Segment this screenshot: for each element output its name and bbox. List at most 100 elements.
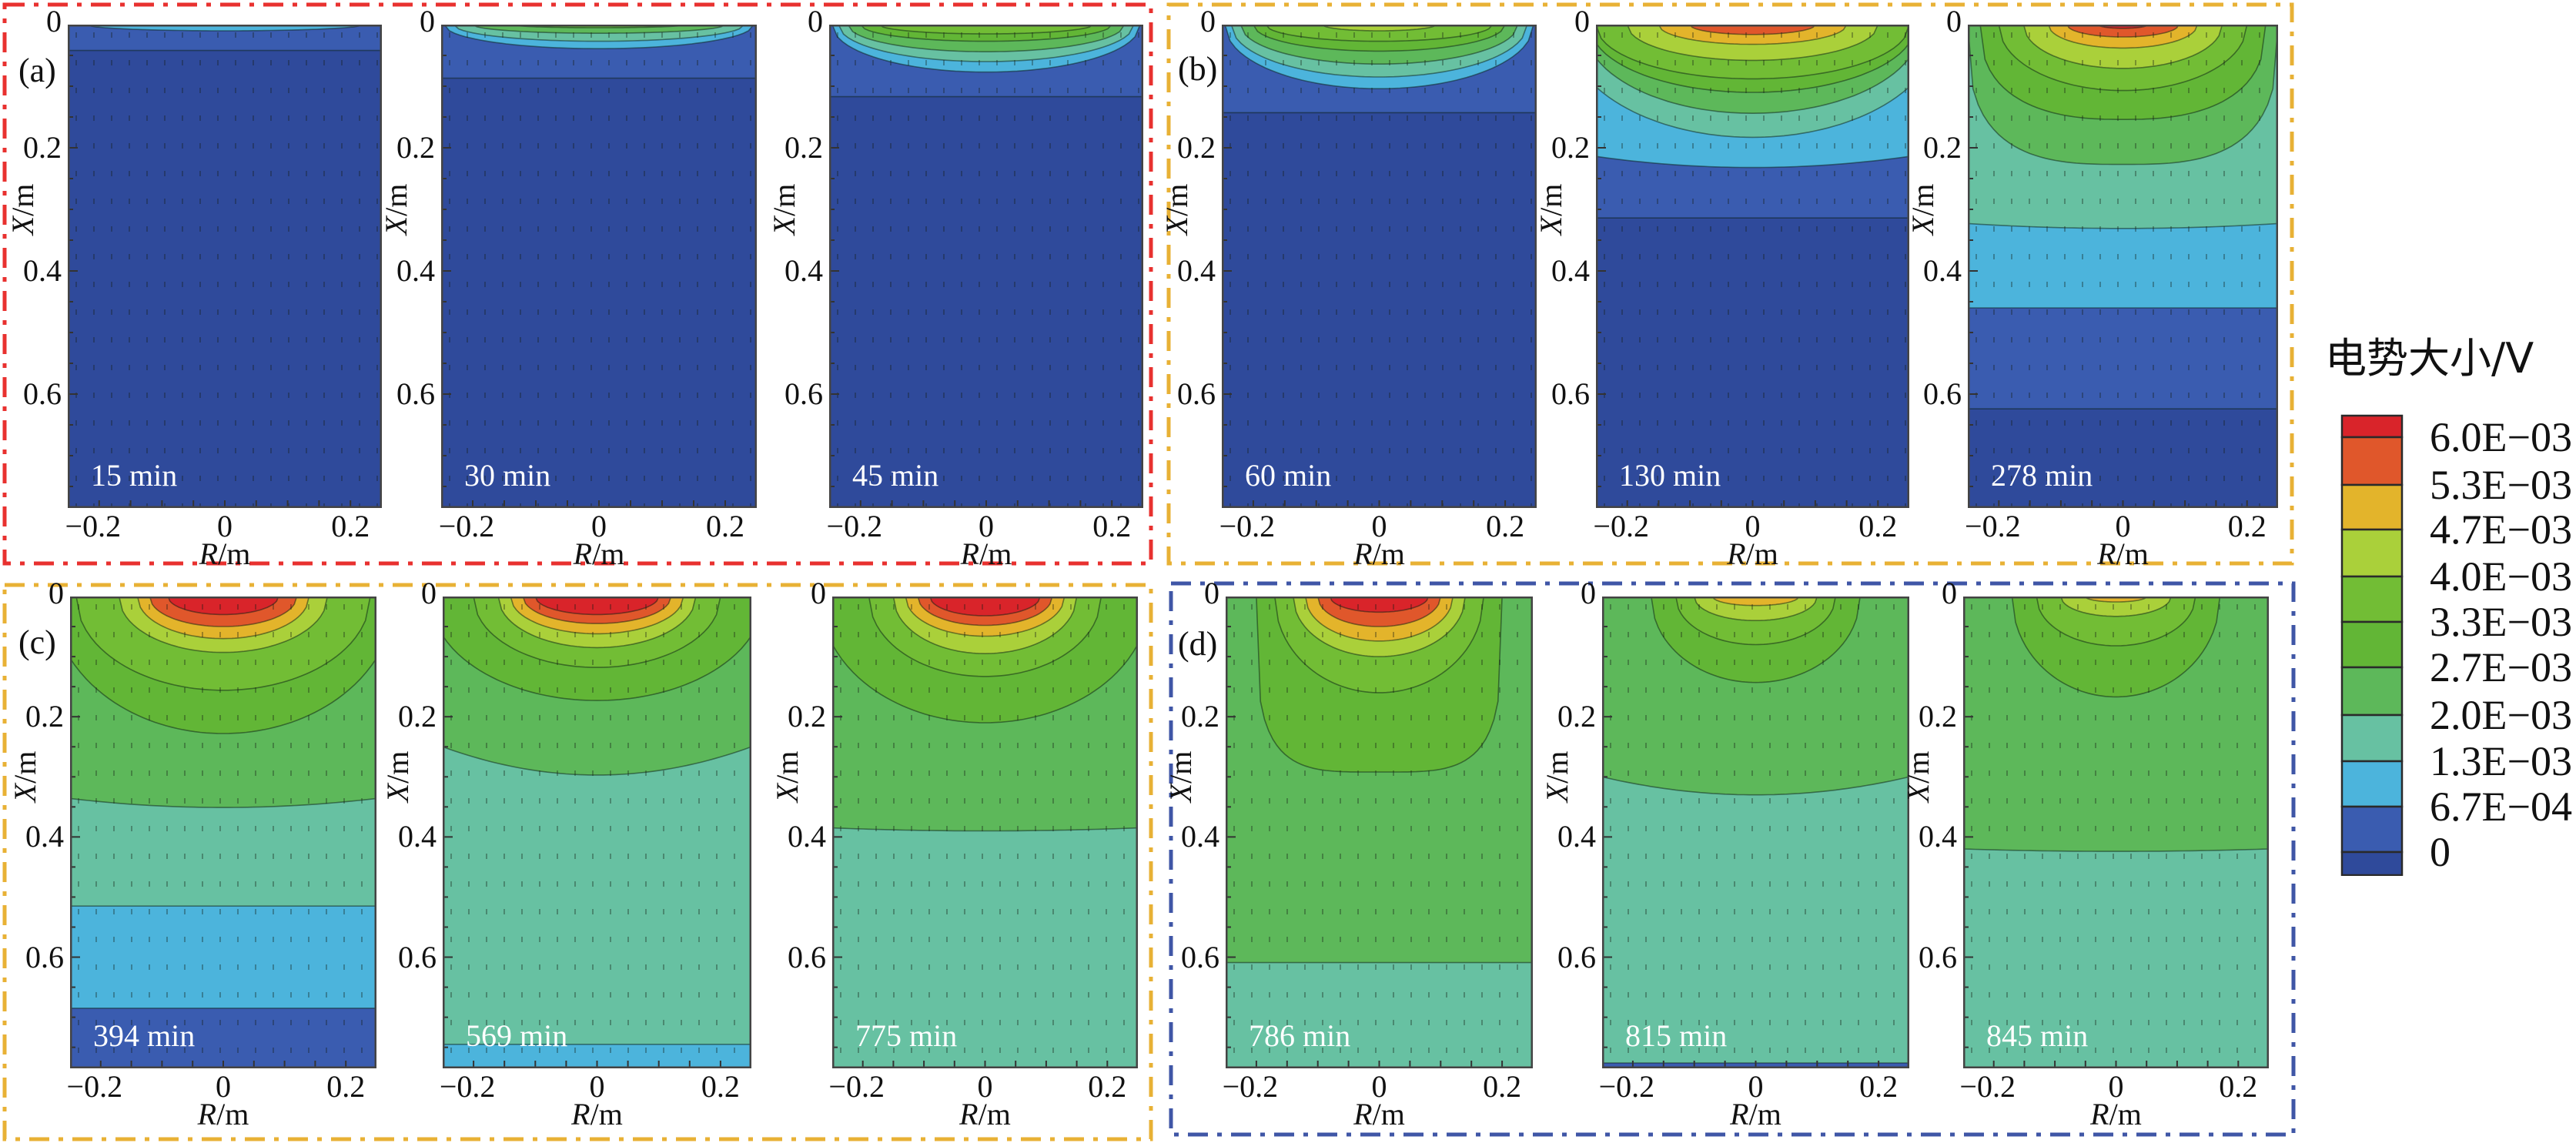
y-axis-unit: /m <box>8 750 42 784</box>
y-tick-label: 0.4 <box>398 819 437 854</box>
x-tick-label: 0.2 <box>331 509 370 543</box>
plot-border <box>832 597 1138 1068</box>
group-label: (c) <box>18 623 56 661</box>
y-axis-unit: /m <box>1163 750 1198 784</box>
group-label: (b) <box>1178 50 1218 88</box>
x-tick-label: 0.2 <box>701 1069 740 1104</box>
x-axis-variable: R <box>199 536 219 571</box>
x-tick-label: −0.2 <box>1598 1069 1655 1104</box>
x-tick-label: −0.2 <box>1965 509 2021 543</box>
y-tick-label: 0 <box>1574 4 1590 38</box>
y-tick-label: 0.2 <box>398 699 437 734</box>
y-tick-label: 0.2 <box>23 130 62 165</box>
colorbar-swatch <box>2340 760 2404 808</box>
x-tick-label: −0.2 <box>438 509 495 543</box>
y-tick-label: 0 <box>1200 4 1216 38</box>
colorbar-label: 1.3E−03 <box>2430 738 2572 784</box>
colorbar-label: 0 <box>2430 829 2451 875</box>
x-axis-label: R/m <box>932 539 1040 570</box>
x-axis-label: R/m <box>545 539 653 570</box>
x-tick-label: 0 <box>216 1069 231 1104</box>
x-axis-unit: /m <box>978 1097 1011 1131</box>
colorbar-label: 4.0E−03 <box>2430 553 2572 600</box>
x-tick-label: −0.2 <box>66 1069 123 1104</box>
colorbar-label: 3.3E−03 <box>2430 599 2572 645</box>
group-label: (d) <box>1178 625 1218 663</box>
x-tick-label: 0.2 <box>326 1069 366 1104</box>
y-tick-label: 0.4 <box>785 253 823 288</box>
plot-border <box>1968 25 2278 508</box>
x-tick-label: 0.2 <box>706 509 744 543</box>
contour-panel: 0 0.2 0.4 0.6 −0.2 0 0.2 X/m R/m 15 min <box>5 6 382 570</box>
y-tick-label: 0.2 <box>1919 699 1957 734</box>
y-tick-label: 0.2 <box>396 130 435 165</box>
contour-plot <box>443 597 751 1068</box>
y-tick-label: 0.4 <box>1177 253 1216 288</box>
y-tick-label: 0.6 <box>1181 939 1219 974</box>
x-tick-label: 0 <box>1371 509 1387 543</box>
x-tick-label: 0 <box>1371 1069 1387 1104</box>
y-tick-label: 0.6 <box>25 939 64 974</box>
colorbar-swatch <box>2340 483 2404 531</box>
x-axis-variable: R <box>959 1097 979 1131</box>
plot-border <box>1963 597 2269 1068</box>
colorbar-label: 6.7E−04 <box>2430 784 2572 830</box>
x-axis-unit: /m <box>1372 1097 1405 1131</box>
x-axis-unit: /m <box>1372 536 1405 571</box>
contour-panel: 0 0.2 0.4 0.6 −0.2 0 0.2 X/m R/m 30 min <box>379 6 757 570</box>
y-tick-label: 0.4 <box>25 819 64 854</box>
y-tick-label: 0.2 <box>1923 130 1962 165</box>
x-tick-label: 0.2 <box>1092 509 1132 543</box>
y-axis-label: X/m <box>1540 730 1574 823</box>
vector-field-arrows <box>1602 597 1909 1068</box>
x-axis-unit: /m <box>218 536 251 571</box>
y-tick-label: 0.2 <box>25 699 64 734</box>
x-axis-variable: R <box>1730 1097 1749 1131</box>
time-label: 278 min <box>1991 458 2093 493</box>
x-tick-label: −0.2 <box>1219 509 1276 543</box>
colorbar-title: 电势大小/V <box>2325 334 2534 383</box>
y-axis-variable: X <box>379 216 413 236</box>
contour-panel: 0 0.2 0.4 0.6 −0.2 0 0.2 X/m R/m 130 min <box>1534 6 1909 570</box>
time-label: 394 min <box>93 1018 196 1053</box>
time-label: 786 min <box>1249 1018 1351 1053</box>
x-axis-unit: /m <box>1748 1097 1781 1131</box>
y-tick-label: 0.2 <box>788 699 826 734</box>
vector-field-arrows <box>443 597 751 1068</box>
vector-field-arrows <box>1226 597 1533 1068</box>
y-axis-label: X/m <box>380 730 415 823</box>
y-tick-label: 0.4 <box>1557 819 1596 854</box>
y-axis-unit: /m <box>1159 183 1194 216</box>
y-tick-label: 0 <box>1204 576 1219 610</box>
x-tick-label: 0.2 <box>1858 509 1898 543</box>
x-tick-label: −0.2 <box>65 509 122 543</box>
y-axis-label: X/m <box>8 730 42 823</box>
x-tick-label: 0.2 <box>1859 1069 1899 1104</box>
y-axis-unit: /m <box>1534 183 1568 216</box>
colorbar-swatch <box>2340 620 2404 669</box>
colorbar-swatch <box>2340 575 2404 623</box>
y-tick-label: 0 <box>420 4 435 38</box>
y-tick-label: 0.4 <box>1181 819 1219 854</box>
y-tick-label: 0.6 <box>23 376 62 411</box>
x-axis-label: R/m <box>2062 1099 2170 1130</box>
x-tick-label: −0.2 <box>1593 509 1649 543</box>
contour-plot <box>70 597 376 1068</box>
y-tick-label: 0 <box>1581 576 1596 610</box>
plot-border <box>1226 597 1533 1068</box>
colorbar-swatch <box>2340 528 2404 578</box>
y-tick-label: 0.4 <box>788 819 826 854</box>
group-frame-a <box>2 2 1153 566</box>
x-axis-label: R/m <box>932 1099 1039 1130</box>
group-label: (a) <box>18 52 56 89</box>
vector-field-arrows <box>1963 597 2269 1068</box>
x-axis-label: R/m <box>169 1099 277 1130</box>
y-tick-label: 0 <box>808 4 823 38</box>
y-tick-label: 0 <box>1946 4 1962 38</box>
group-frame-d <box>1169 581 2296 1137</box>
x-tick-label: 0 <box>2115 509 2131 543</box>
x-tick-label: 0.2 <box>2219 1069 2258 1104</box>
y-axis-variable: X <box>380 784 415 803</box>
x-axis-variable: R <box>573 536 593 571</box>
